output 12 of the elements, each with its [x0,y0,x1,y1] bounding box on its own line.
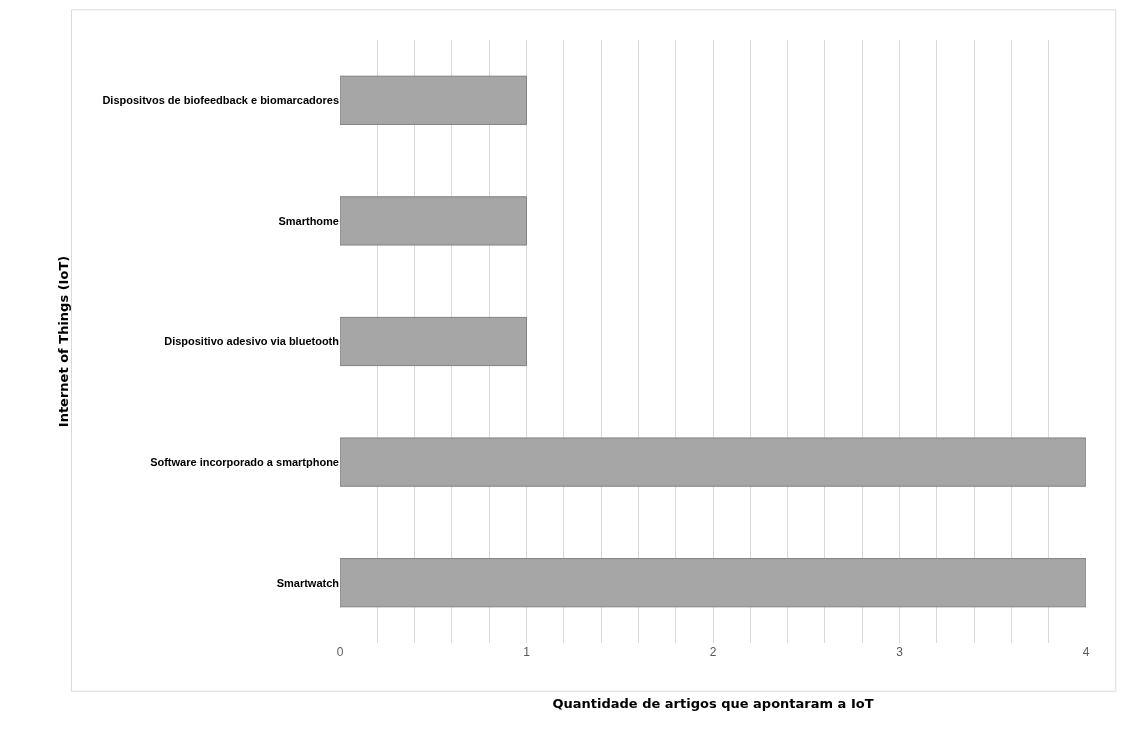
x-tick-label: 3 [896,645,904,659]
x-tick-label: 1 [523,645,531,659]
x-tick-label: 0 [336,645,344,659]
x-tick-label: 2 [709,645,717,659]
x-axis-title: Quantidade de artigos que apontaram a IoT [552,695,874,711]
y-tick-label: Smartwatch [276,576,340,589]
y-tick-label: Software incorporado a smartphone [150,455,339,468]
x-tick-label: 4 [1082,645,1090,659]
y-axis-title: Internet of Things (IoT) [56,255,72,428]
y-tick-label: Dispositvos de biofeedback e biomarcadores [102,94,339,107]
y-tick-label: Smarthome [278,214,339,227]
y-tick-label: Dispositivo adesivo via bluetooth [164,335,340,348]
